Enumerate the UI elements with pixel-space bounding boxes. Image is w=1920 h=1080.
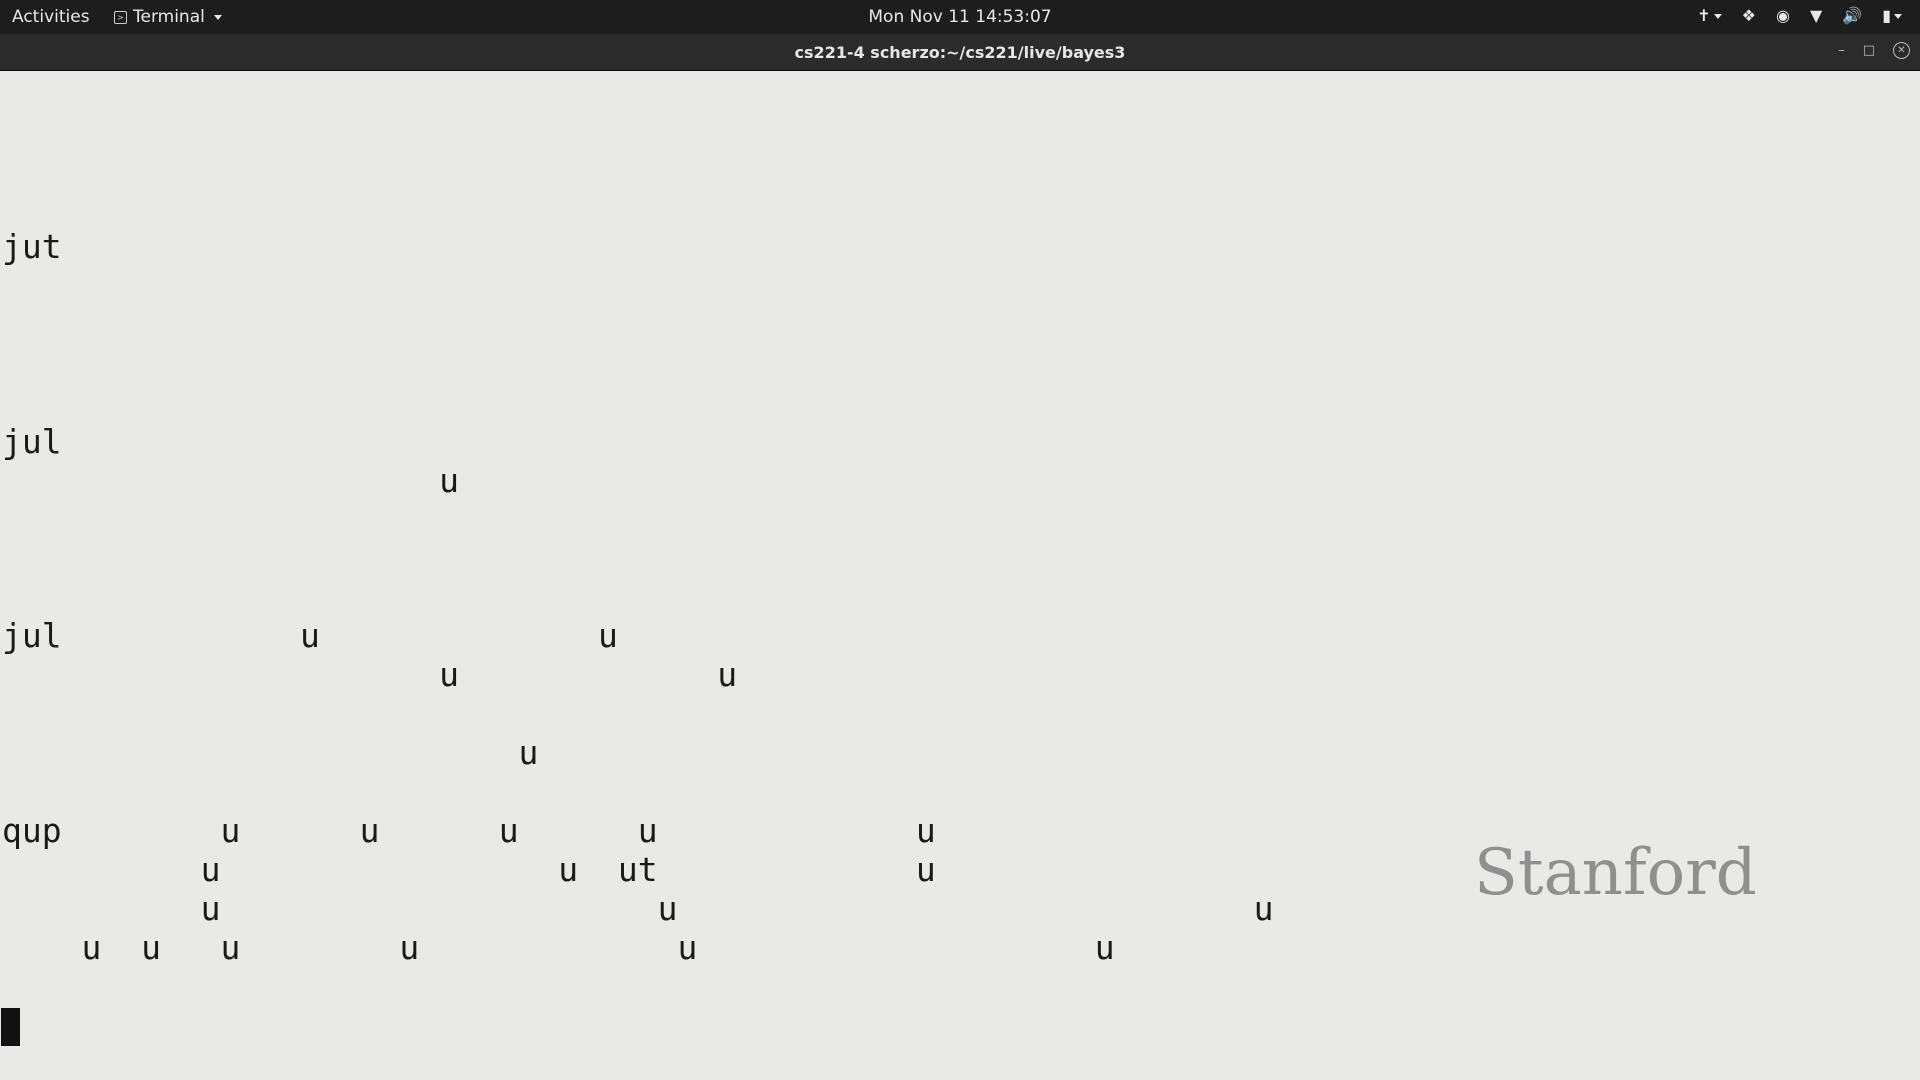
chevron-down-icon [213, 14, 222, 20]
terminal-line: qup u u u u u [2, 811, 936, 850]
close-icon[interactable]: ✕ [1893, 42, 1910, 59]
window-titlebar[interactable]: cs221-4 scherzo:~/cs221/live/bayes3 – □ … [0, 34, 1920, 71]
system-tray[interactable]: ✝ ❖ ◉ ▼ 🔊 ▮ [1697, 6, 1902, 25]
window-controls: – □ ✕ [1838, 42, 1910, 59]
stanford-watermark: Stanford [1474, 836, 1757, 910]
terminal-line: u u u u u u [2, 928, 1115, 967]
terminal-line: u u ut u [2, 850, 936, 889]
maximize-icon[interactable]: □ [1862, 43, 1875, 58]
app-menu-label: Terminal [133, 7, 205, 27]
terminal-line: jul u u [2, 616, 618, 655]
battery-icon[interactable]: ▮ [1882, 6, 1902, 25]
terminal-app-icon: > [114, 10, 127, 24]
minimize-icon[interactable]: – [1838, 43, 1845, 58]
accessibility-icon[interactable]: ✝ [1697, 6, 1722, 25]
terminal-line: u u u [2, 889, 1274, 928]
terminal-line: jul [2, 422, 62, 461]
terminal-output[interactable]: jut jul u jul u u u u u qup u u u u [0, 71, 1920, 1080]
wifi-icon[interactable]: ▼ [1809, 6, 1823, 25]
top-bar: Activities > Terminal Mon Nov 11 14:53:0… [0, 0, 1920, 34]
app-menu[interactable]: > Terminal [114, 7, 222, 27]
terminal-line: u [2, 733, 539, 772]
activities-button[interactable]: Activities [12, 7, 90, 27]
app-indicator-icon[interactable]: ◉ [1775, 6, 1790, 25]
window-title: cs221-4 scherzo:~/cs221/live/bayes3 [794, 43, 1126, 62]
terminal-line: u u [2, 655, 738, 694]
text-cursor [1, 1008, 20, 1046]
terminal-line: u [2, 461, 459, 500]
clock[interactable]: Mon Nov 11 14:53:07 [868, 7, 1052, 27]
dropbox-icon[interactable]: ❖ [1741, 6, 1756, 25]
terminal-line: jut [2, 227, 62, 266]
volume-icon[interactable]: 🔊 [1842, 6, 1863, 25]
